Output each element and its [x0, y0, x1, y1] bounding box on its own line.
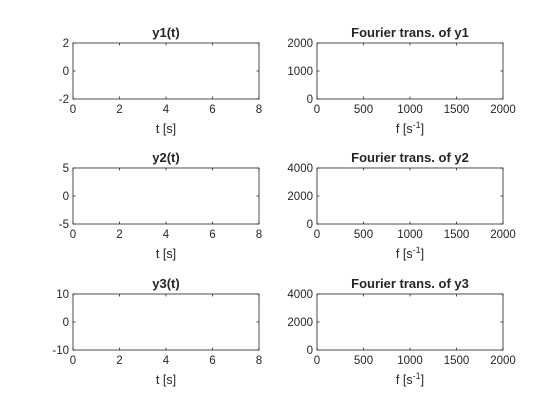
y-tick-label: 0 — [307, 94, 313, 106]
chart-title: y3(t) — [152, 276, 179, 291]
chart-title: y1(t) — [152, 25, 179, 40]
x-tick-label: 6 — [209, 355, 215, 367]
y-tick-label: 0 — [63, 191, 69, 203]
y-tick-label: 4000 — [287, 289, 313, 301]
x-tick-label: 2000 — [490, 355, 516, 367]
x-tick-label: 1000 — [397, 229, 423, 241]
x-tick-label: 0 — [70, 355, 76, 367]
y-tick-label: 0 — [307, 345, 313, 357]
y-tick-label: 5 — [63, 163, 69, 175]
tick-marks — [72, 42, 260, 100]
y-tick-label: 2000 — [287, 317, 313, 329]
x-axis-label: f [s-1] — [396, 371, 424, 387]
x-tick-label: 2000 — [490, 104, 516, 116]
x-axis-label: t [s] — [156, 122, 176, 136]
x-tick-label: 8 — [256, 355, 262, 367]
chart-title: y2(t) — [152, 150, 179, 165]
y-tick-label: 1000 — [287, 66, 313, 78]
axes-frame — [72, 293, 260, 351]
x-tick-label: 0 — [70, 229, 76, 241]
axes-frame — [316, 42, 504, 100]
x-tick-label: 2 — [116, 355, 122, 367]
x-tick-label: 1500 — [444, 229, 470, 241]
y-tick-label: -2 — [59, 94, 69, 106]
y-tick-label: 0 — [63, 317, 69, 329]
x-tick-label: 500 — [354, 355, 373, 367]
y-tick-label: -10 — [52, 345, 69, 357]
y-tick-label: -5 — [59, 219, 69, 231]
axes-fy3: 0 500 1000 1500 2000 0 2000 4000 Fourier trans. … — [287, 276, 515, 387]
y-tick-label: 2000 — [287, 191, 313, 203]
axes-fy1: 0 500 1000 1500 2000 0 1000 2000 Fourier trans. … — [287, 25, 515, 136]
x-tick-label: 8 — [256, 104, 262, 116]
chart-title: Fourier trans. of y2 — [351, 150, 469, 165]
x-tick-label: 0 — [314, 355, 320, 367]
chart-title: Fourier trans. of y3 — [351, 276, 469, 291]
y-tick-label: 10 — [56, 289, 69, 301]
axes-frame — [316, 293, 504, 351]
y-tick-label: 4000 — [287, 163, 313, 175]
x-tick-label: 2 — [116, 229, 122, 241]
y-tick-label: 2000 — [287, 38, 313, 50]
axes-frame — [316, 167, 504, 225]
tick-marks — [72, 167, 260, 225]
x-tick-label: 2 — [116, 104, 122, 116]
x-tick-label: 0 — [314, 229, 320, 241]
tick-marks — [316, 42, 504, 100]
x-axis-label: f [s-1] — [396, 245, 424, 261]
tick-marks — [316, 167, 504, 225]
x-axis-label: t [s] — [156, 247, 176, 261]
x-tick-label: 6 — [209, 104, 215, 116]
x-tick-label: 500 — [354, 104, 373, 116]
x-tick-label: 4 — [163, 355, 170, 367]
axes-fy2: 0 500 1000 1500 2000 0 2000 4000 Fourier trans. … — [287, 150, 515, 261]
x-tick-label: 1500 — [444, 104, 470, 116]
x-axis-label: f [s-1] — [396, 120, 424, 136]
x-tick-label: 8 — [256, 229, 262, 241]
x-axis-label: t [s] — [156, 373, 176, 387]
tick-marks — [72, 293, 260, 351]
axes-frame — [72, 167, 260, 225]
tick-marks — [316, 293, 504, 351]
y-tick-label: 0 — [63, 66, 69, 78]
chart-title: Fourier trans. of y1 — [351, 25, 469, 40]
y-tick-label: 0 — [307, 219, 313, 231]
x-tick-label: 1000 — [397, 104, 423, 116]
x-tick-label: 0 — [70, 104, 76, 116]
x-tick-label: 0 — [314, 104, 320, 116]
x-tick-label: 1500 — [444, 355, 470, 367]
x-tick-label: 1000 — [397, 355, 423, 367]
x-tick-label: 4 — [163, 104, 170, 116]
x-tick-label: 2000 — [490, 229, 516, 241]
x-tick-label: 6 — [209, 229, 215, 241]
y-tick-label: 2 — [63, 38, 69, 50]
x-tick-label: 500 — [354, 229, 373, 241]
axes-frame — [72, 42, 260, 100]
x-tick-label: 4 — [163, 229, 170, 241]
